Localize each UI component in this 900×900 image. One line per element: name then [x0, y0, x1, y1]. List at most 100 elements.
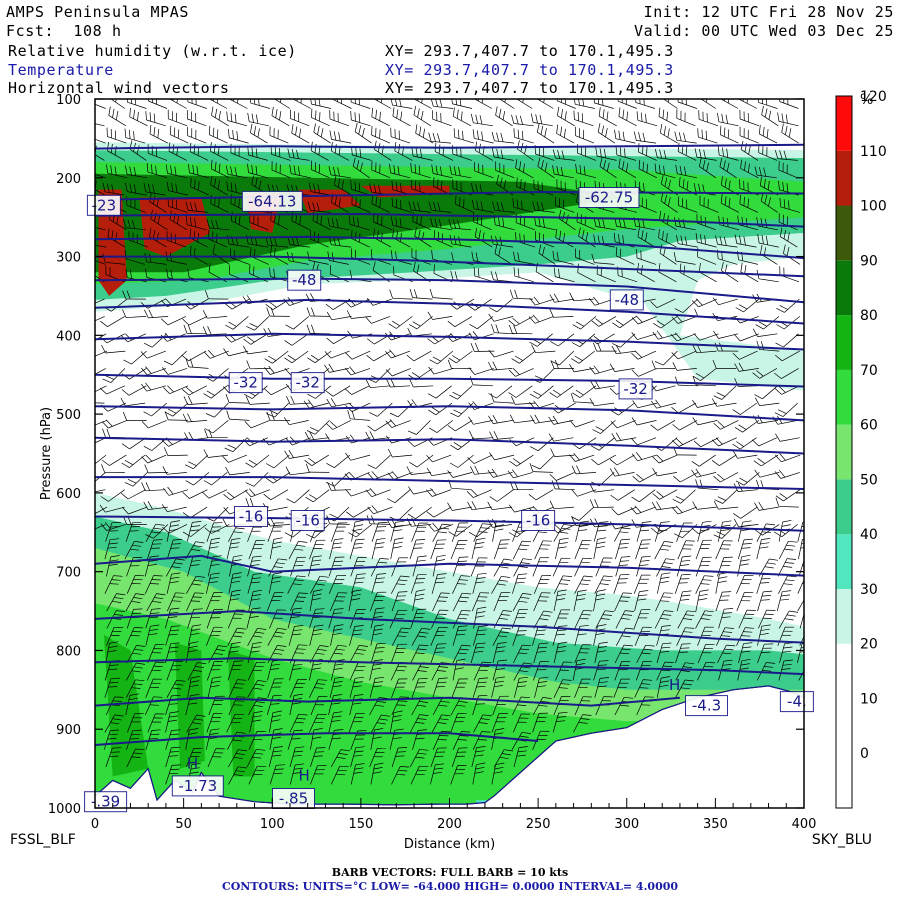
wind-barb: [223, 489, 248, 501]
wind-barb: [202, 309, 228, 319]
colorbar-swatch: [836, 753, 852, 808]
wind-barb: [633, 609, 651, 629]
wind-barb: [164, 402, 189, 417]
wind-barb: [227, 128, 249, 144]
wind-barb: [738, 642, 753, 664]
wind-barb: [203, 472, 228, 486]
wind-barb: [569, 452, 595, 462]
wind-barb: [468, 401, 494, 410]
wind-barb: [717, 644, 736, 664]
wind-barb: [677, 99, 698, 109]
wind-barb: [783, 244, 801, 265]
wind-barb: [369, 659, 384, 681]
wind-barb: [212, 244, 230, 265]
wind-barb: [205, 572, 220, 594]
colorbar-tick-label: 120: [860, 89, 887, 105]
extremum-marker: H: [187, 755, 198, 773]
wind-barb: [389, 710, 403, 733]
wind-barb: [394, 141, 413, 161]
wind-barb: [410, 765, 429, 785]
wind-barb: [124, 472, 148, 487]
wind-barb: [550, 359, 575, 369]
wind-barb: [471, 746, 486, 768]
wind-barb: [595, 147, 617, 161]
isotherm: [95, 143, 804, 150]
wind-barb: [671, 505, 697, 515]
wind-barb: [740, 140, 759, 161]
wind-barb: [716, 556, 733, 577]
wind-barb: [651, 399, 676, 409]
wind-barb: [432, 677, 448, 698]
wind-barb: [761, 105, 779, 127]
wind-barb: [412, 589, 426, 612]
wind-barb: [695, 539, 713, 560]
wind-barb: [102, 182, 125, 196]
wind-barb: [125, 182, 147, 196]
wind-barb: [672, 420, 698, 431]
contour-label-box: [287, 269, 322, 291]
colorbar-tick-label: 100: [860, 199, 887, 215]
wind-barb: [549, 472, 575, 481]
contour-label: -64.13: [241, 190, 303, 212]
wind-barb: [410, 162, 431, 179]
wind-barb: [108, 106, 127, 127]
wind-barb: [777, 112, 799, 127]
wind-barb: [126, 748, 145, 768]
wind-barb: [473, 714, 492, 733]
wind-barb: [122, 506, 148, 515]
wind-barb: [186, 521, 202, 542]
wind-barb: [713, 500, 739, 510]
wind-barb: [488, 415, 513, 424]
wind-barb: [148, 99, 168, 109]
wind-barb: [346, 310, 372, 319]
wind-barb: [448, 524, 473, 537]
wind-barb: [247, 627, 267, 646]
wind-barb: [615, 246, 635, 265]
wind-barb: [594, 677, 610, 698]
contour-label-text: -48: [292, 271, 317, 289]
y-tick-label: 900: [56, 723, 81, 738]
wind-barb: [530, 414, 555, 424]
wind-barb: [429, 420, 454, 433]
wind-barb: [799, 612, 804, 629]
wind-barb: [390, 520, 405, 542]
wind-barb: [449, 165, 472, 179]
wind-barb: [389, 289, 413, 300]
wind-barb: [95, 420, 107, 426]
colorbar-swatch: [836, 588, 852, 644]
isotherm: [95, 554, 804, 577]
isotherm: [95, 476, 804, 490]
wind-barb: [390, 575, 410, 594]
rh-region: [139, 197, 211, 257]
wind-barb: [95, 489, 106, 493]
wind-barb: [512, 593, 532, 612]
wind-barb: [430, 626, 448, 646]
wind-barb: [305, 463, 330, 473]
wind-barb: [611, 506, 637, 516]
wind-barb: [428, 385, 452, 399]
wind-barb: [267, 522, 284, 542]
wind-barb: [185, 215, 207, 231]
wind-barb: [591, 253, 615, 265]
wind-barb: [513, 128, 534, 144]
wind-barb: [203, 385, 228, 399]
wind-barb: [556, 99, 576, 109]
wind-barb: [348, 524, 373, 538]
contour-label-text: -48: [615, 291, 640, 309]
wind-barb: [250, 123, 268, 144]
wind-barb: [95, 368, 106, 375]
wind-barb: [779, 99, 799, 109]
wind-barb: [574, 540, 592, 560]
wind-barb: [226, 537, 241, 560]
wind-barb: [306, 420, 330, 435]
wind-barb: [451, 522, 469, 542]
wind-barb: [225, 466, 250, 476]
wind-barb: [453, 128, 475, 144]
barb-legend: BARB VECTORS: FULL BARB = 10 kts: [331, 866, 569, 879]
x-tick-label: 400: [792, 817, 817, 832]
wind-barb: [571, 489, 597, 497]
wind-barb: [472, 572, 487, 594]
wind-barb: [492, 201, 515, 213]
wind-barb: [656, 558, 675, 577]
wind-barb: [472, 199, 494, 213]
